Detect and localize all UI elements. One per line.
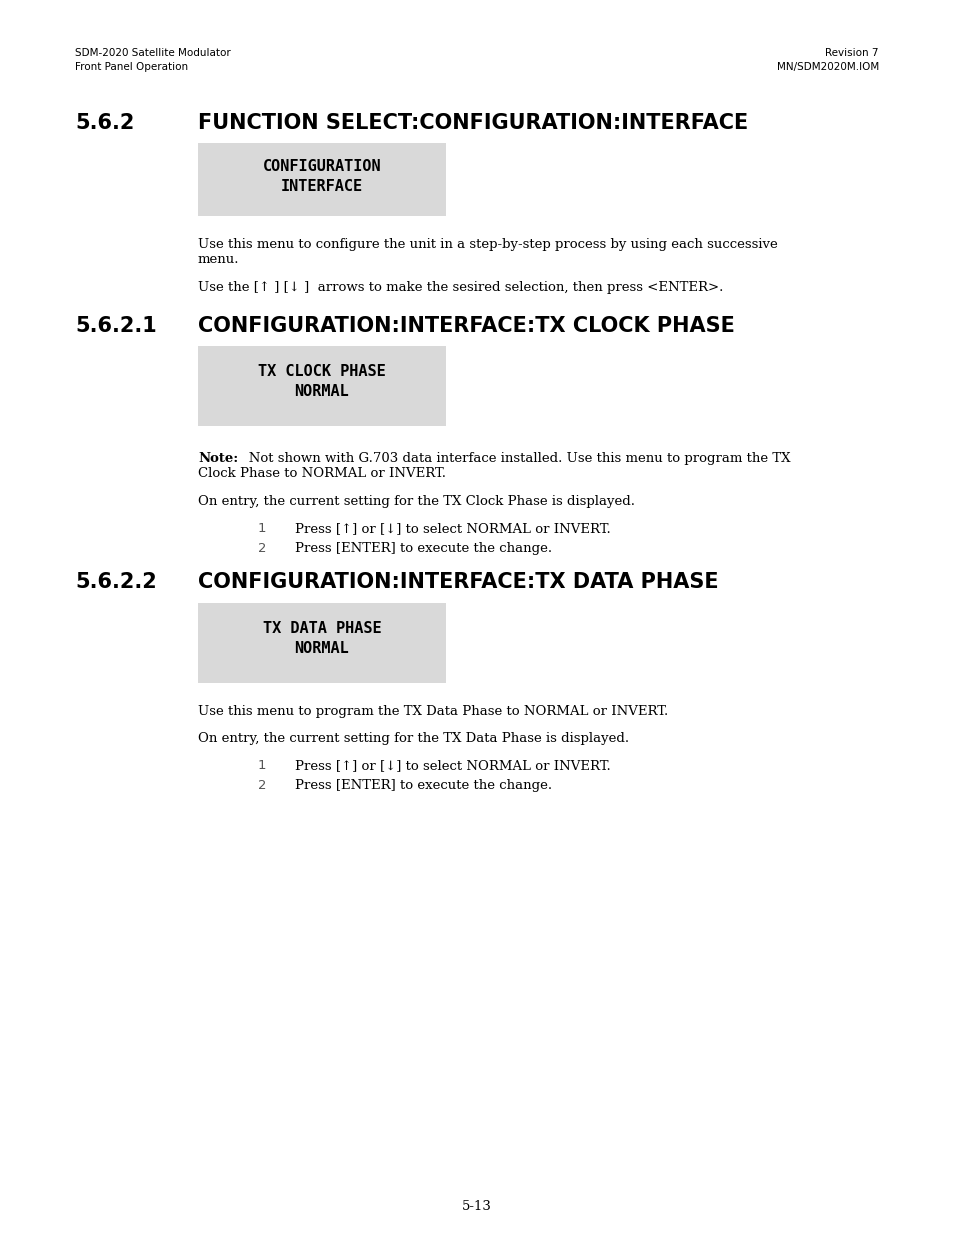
Text: SDM-2020 Satellite Modulator: SDM-2020 Satellite Modulator bbox=[75, 48, 231, 58]
Text: CONFIGURATION: CONFIGURATION bbox=[262, 159, 381, 174]
Text: Use the [↑ ] [↓ ]  arrows to make the sesired selection, then press <ENTER>.: Use the [↑ ] [↓ ] arrows to make the ses… bbox=[198, 282, 722, 294]
Bar bbox=[198, 143, 446, 216]
Text: TX DATA PHASE: TX DATA PHASE bbox=[262, 621, 381, 636]
Bar bbox=[198, 346, 446, 426]
Text: FUNCTION SELECT:CONFIGURATION:INTERFACE: FUNCTION SELECT:CONFIGURATION:INTERFACE bbox=[198, 112, 747, 133]
Text: NORMAL: NORMAL bbox=[294, 641, 349, 656]
Text: Use this menu to configure the unit in a step-by-step process by using each succ: Use this menu to configure the unit in a… bbox=[198, 238, 777, 251]
Text: INTERFACE: INTERFACE bbox=[280, 179, 363, 194]
Text: Not shown with G.703 data interface installed. Use this menu to program the TX: Not shown with G.703 data interface inst… bbox=[235, 452, 790, 466]
Text: 2: 2 bbox=[257, 779, 266, 792]
Text: 2: 2 bbox=[257, 542, 266, 555]
Text: 5.6.2.2: 5.6.2.2 bbox=[75, 572, 156, 592]
Text: 5-13: 5-13 bbox=[461, 1200, 492, 1213]
Text: Front Panel Operation: Front Panel Operation bbox=[75, 62, 188, 72]
Text: Use this menu to program the TX Data Phase to NORMAL or INVERT.: Use this menu to program the TX Data Pha… bbox=[198, 705, 667, 718]
Text: Press [↑] or [↓] to select NORMAL or INVERT.: Press [↑] or [↓] to select NORMAL or INV… bbox=[294, 760, 610, 772]
Text: 5.6.2.1: 5.6.2.1 bbox=[75, 316, 156, 336]
Text: Note:: Note: bbox=[198, 452, 238, 466]
Bar bbox=[198, 603, 446, 683]
Text: Press [↑] or [↓] to select NORMAL or INVERT.: Press [↑] or [↓] to select NORMAL or INV… bbox=[294, 522, 610, 535]
Text: 1: 1 bbox=[257, 760, 266, 772]
Text: Revision 7: Revision 7 bbox=[824, 48, 878, 58]
Text: CONFIGURATION:INTERFACE:TX CLOCK PHASE: CONFIGURATION:INTERFACE:TX CLOCK PHASE bbox=[198, 316, 734, 336]
Text: On entry, the current setting for the TX Clock Phase is displayed.: On entry, the current setting for the TX… bbox=[198, 495, 635, 508]
Text: On entry, the current setting for the TX Data Phase is displayed.: On entry, the current setting for the TX… bbox=[198, 732, 628, 745]
Text: 1: 1 bbox=[257, 522, 266, 535]
Text: MN/SDM2020M.IOM: MN/SDM2020M.IOM bbox=[776, 62, 878, 72]
Text: CONFIGURATION:INTERFACE:TX DATA PHASE: CONFIGURATION:INTERFACE:TX DATA PHASE bbox=[198, 572, 718, 592]
Text: 5.6.2: 5.6.2 bbox=[75, 112, 134, 133]
Text: Press [ENTER] to execute the change.: Press [ENTER] to execute the change. bbox=[294, 542, 552, 555]
Text: NORMAL: NORMAL bbox=[294, 384, 349, 399]
Text: Clock Phase to NORMAL or INVERT.: Clock Phase to NORMAL or INVERT. bbox=[198, 467, 446, 480]
Text: menu.: menu. bbox=[198, 253, 239, 266]
Text: Press [ENTER] to execute the change.: Press [ENTER] to execute the change. bbox=[294, 779, 552, 792]
Text: TX CLOCK PHASE: TX CLOCK PHASE bbox=[258, 364, 385, 379]
